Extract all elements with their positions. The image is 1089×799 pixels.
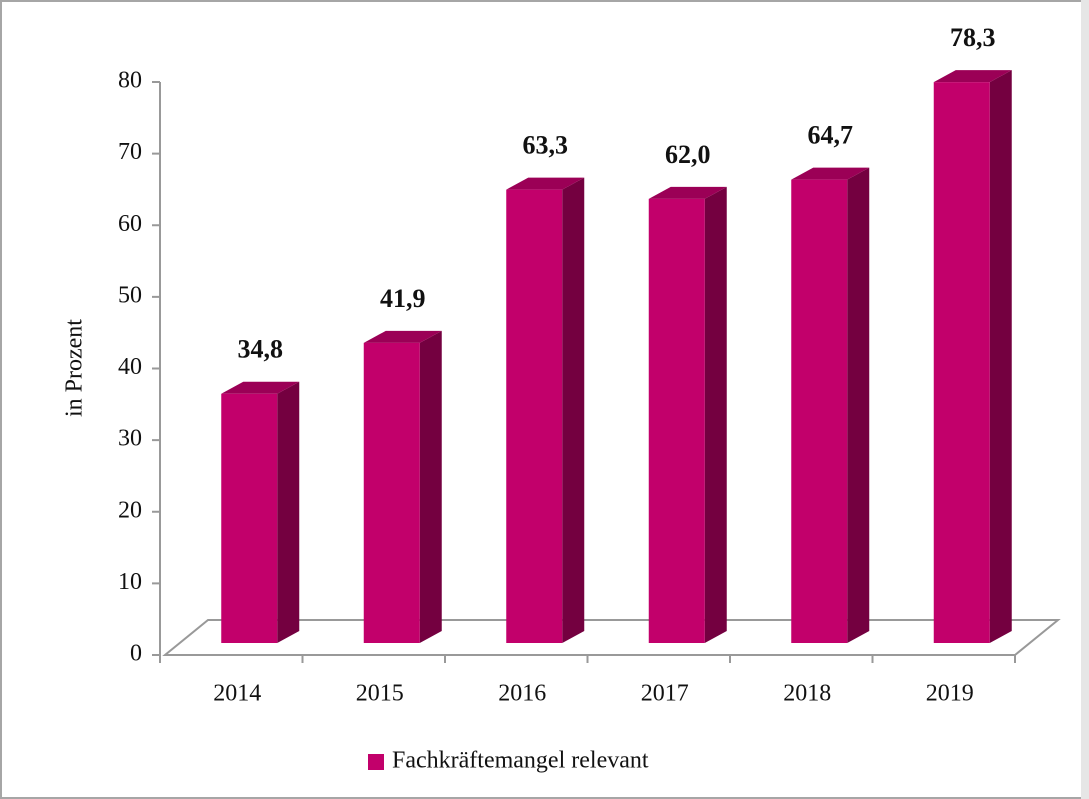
y-tick-label: 0 [130,641,142,667]
bar-top [506,177,585,190]
bar-side [704,186,727,644]
y-tick-label: 40 [118,354,142,380]
bar [933,70,1012,643]
y-tick-label: 70 [118,139,142,165]
data-label: 41,9 [380,284,426,313]
bar-front [933,82,990,643]
y-tick-label: 80 [118,68,142,94]
legend-swatch [368,754,384,770]
y-tick-label: 60 [118,211,142,237]
bar-front [363,342,420,643]
x-tick-label: 2018 [783,681,831,707]
bar [648,186,727,644]
y-tick-label: 10 [118,569,142,595]
bar-top [791,167,870,180]
y-axis-label: in Prozent [62,319,88,417]
data-label: 62,0 [665,140,711,169]
y-tick-label: 30 [118,426,142,452]
bar-front [791,179,848,643]
edge [1081,0,1089,799]
bar-side [562,177,585,643]
x-tick-label: 2015 [356,681,404,707]
legend-label: Fachkräftemangel relevant [392,748,649,774]
x-tick-label: 2019 [926,681,974,707]
bar-side [419,330,442,643]
bar [506,177,585,643]
bar-top [221,381,300,394]
x-tick-label: 2016 [498,681,546,707]
bar-top [933,70,1012,83]
x-tick-label: 2014 [213,681,261,707]
bar-front [221,393,278,643]
data-label: 63,3 [523,131,569,160]
bar [363,330,442,643]
y-tick-label: 50 [118,282,142,308]
bar-side [847,167,870,643]
bar [221,381,300,643]
bar-top [363,330,442,343]
data-label: 64,7 [808,121,854,150]
x-tick-label: 2017 [641,681,689,707]
y-tick-label: 20 [118,497,142,523]
data-label: 78,3 [950,23,996,52]
bar-front [506,189,563,643]
bar-side [277,381,300,643]
bar-front [648,198,705,644]
bar-side [989,70,1012,643]
data-label: 34,8 [238,335,284,364]
bar [791,167,870,643]
bar-top [648,186,727,199]
